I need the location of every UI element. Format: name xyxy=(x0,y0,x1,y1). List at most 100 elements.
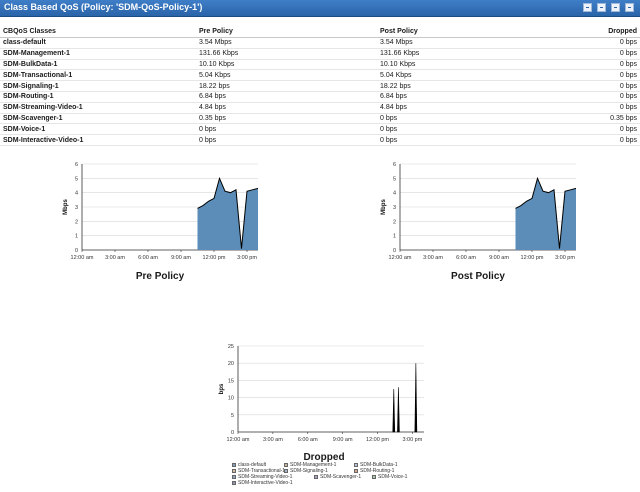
legend-swatch xyxy=(232,469,236,473)
edit-icon[interactable] xyxy=(583,3,592,12)
x-tick-label: 12:00 am xyxy=(71,255,94,261)
dropped-cell: 0.35 bps xyxy=(558,113,640,125)
post-policy-cell: 0 bps xyxy=(377,134,558,146)
y-tick-label: 1 xyxy=(393,234,396,240)
legend-label: SDM-Signaling-1 xyxy=(290,468,328,474)
legend-item: SDM-BulkData-1 xyxy=(354,462,398,468)
class-name-cell: SDM-Management-1 xyxy=(0,48,196,60)
x-tick-label: 3:00 am xyxy=(105,255,125,261)
table-row: SDM-Voice-1 0 bps 0 bps 0 bps xyxy=(0,123,640,136)
y-tick-label: 5 xyxy=(393,176,396,182)
class-name-cell: SDM-Scavenger-1 xyxy=(0,113,196,125)
column-header-post-policy: Post Policy xyxy=(377,26,558,38)
table-row: SDM-Scavenger-1 0.35 bps 0 bps 0.35 bps xyxy=(0,113,640,125)
y-tick-label: 15 xyxy=(228,378,234,384)
legend-label: SDM-Voice-1 xyxy=(378,474,408,480)
y-axis-label: bps xyxy=(219,383,225,394)
x-tick-label: 12:00 am xyxy=(389,255,412,261)
post-policy-cell: 0 bps xyxy=(377,123,558,136)
pre-policy-cell: 3.54 Mbps xyxy=(196,37,377,49)
class-name-cell: class-default xyxy=(0,37,196,49)
y-tick-label: 6 xyxy=(393,162,396,168)
dropped-chart-title: Dropped xyxy=(303,452,345,463)
legend-label: SDM-Scavenger-1 xyxy=(320,474,362,480)
legend-label: SDM-Streaming-Video-1 xyxy=(238,474,293,480)
class-name-cell: SDM-Streaming-Video-1 xyxy=(0,102,196,114)
legend-swatch xyxy=(354,469,358,473)
y-tick-label: 20 xyxy=(228,361,234,367)
y-tick-label: 5 xyxy=(75,176,78,182)
dropped-cell: 0 bps xyxy=(558,59,640,71)
panel-title: Class Based QoS (Policy: 'SDM-QoS-Policy… xyxy=(4,2,203,12)
class-name-cell: SDM-Voice-1 xyxy=(0,123,196,136)
dropped-cell: 0 bps xyxy=(558,48,640,60)
pre-policy-chart: 0 1 2 3 4 5 6 12:00 am 3:00 am 6:00 am 9:00 am 12:0… xyxy=(60,158,260,268)
column-header-class: CBQoS Classes xyxy=(0,26,196,38)
data-area xyxy=(515,178,576,250)
pre-policy-chart-svg: 0 1 2 3 4 5 6 12:00 am 3:00 am 6:00 am 9:00 am 12:0… xyxy=(63,162,259,261)
post-policy-cell: 5.04 Kbps xyxy=(377,69,558,82)
pre-policy-cell: 0 bps xyxy=(196,123,377,136)
pre-policy-cell: 6.84 bps xyxy=(196,91,377,103)
pre-policy-cell: 0.35 bps xyxy=(196,113,377,125)
post-policy-chart-title: Post Policy xyxy=(451,271,505,282)
x-tick-label: 6:00 am xyxy=(456,255,476,261)
x-tick-label: 3:00 am xyxy=(423,255,443,261)
class-name-cell: SDM-Routing-1 xyxy=(0,91,196,103)
table-row: SDM-BulkData-1 10.10 Kbps 10.10 Kbps 0 bps xyxy=(0,59,640,71)
close-icon[interactable] xyxy=(625,3,634,12)
table-row: SDM-Management-1 131.66 Kbps 131.66 Kbps 0 … xyxy=(0,48,640,60)
dropped-cell: 0 bps xyxy=(558,91,640,103)
legend-item: SDM-Interactive-Video-1 xyxy=(232,480,293,486)
legend-swatch xyxy=(372,475,376,479)
x-tick-label: 12:00 pm xyxy=(521,255,544,261)
legend-swatch xyxy=(314,475,318,479)
legend-swatch xyxy=(284,463,288,467)
dropped-spike xyxy=(397,387,400,433)
dropped-cell: 0 bps xyxy=(558,69,640,82)
table-row: SDM-Transactional-1 5.04 Kbps 5.04 Kbps 0 b… xyxy=(0,69,640,82)
x-tick-label: 9:00 am xyxy=(333,437,353,443)
y-tick-label: 4 xyxy=(75,191,78,197)
dropped-cell: 0 bps xyxy=(558,102,640,114)
y-tick-label: 3 xyxy=(75,205,78,211)
dropped-spike xyxy=(414,363,418,433)
data-line xyxy=(515,176,577,249)
legend-item: SDM-Voice-1 xyxy=(372,474,407,480)
legend-swatch xyxy=(232,475,236,479)
x-tick-label: 9:00 am xyxy=(489,255,509,261)
x-tick-label: 6:00 am xyxy=(298,437,318,443)
x-tick-label: 12:00 am xyxy=(227,437,250,443)
post-policy-cell: 18.22 bps xyxy=(377,80,558,92)
legend-label: SDM-Routing-1 xyxy=(360,468,395,474)
pre-policy-cell: 18.22 bps xyxy=(196,80,377,92)
y-tick-label: 0 xyxy=(231,430,234,436)
pre-policy-cell: 0 bps xyxy=(196,134,377,146)
y-tick-label: 0 xyxy=(75,248,78,254)
legend-label: SDM-Transactional-1 xyxy=(238,468,286,474)
y-tick-label: 1 xyxy=(75,234,78,240)
post-policy-cell: 6.84 bps xyxy=(377,91,558,103)
table-row: SDM-Interactive-Video-1 0 bps 0 bps 0 bps xyxy=(0,134,640,146)
post-policy-cell: 10.10 Kbps xyxy=(377,59,558,71)
legend-swatch xyxy=(232,463,236,467)
x-tick-label: 3:00 am xyxy=(263,437,283,443)
post-policy-cell: 4.84 bps xyxy=(377,102,558,114)
table-row: class-default 3.54 Mbps 3.54 Mbps 0 bps xyxy=(0,37,640,49)
class-name-cell: SDM-Signaling-1 xyxy=(0,80,196,92)
x-tick-label: 12:00 pm xyxy=(366,437,389,443)
y-tick-label: 2 xyxy=(75,219,78,225)
y-tick-label: 25 xyxy=(228,344,234,350)
post-policy-cell: 0 bps xyxy=(377,113,558,125)
legend-item: SDM-Signaling-1 xyxy=(284,468,328,474)
post-policy-chart-svg: 0 1 2 3 4 5 6 12:00 am 3:00 am 6:00 am 9:00 am 12:0… xyxy=(381,162,577,261)
data-area xyxy=(197,178,258,250)
panel-header: Class Based QoS (Policy: 'SDM-QoS-Policy… xyxy=(0,0,640,17)
dropped-cell: 0 bps xyxy=(558,134,640,146)
table-row: SDM-Streaming-Video-1 4.84 bps 4.84 bps 0 b… xyxy=(0,102,640,114)
pre-policy-chart-title: Pre Policy xyxy=(135,271,185,282)
y-tick-label: 2 xyxy=(393,219,396,225)
export-icon[interactable] xyxy=(597,3,606,12)
help-icon[interactable] xyxy=(611,3,620,12)
post-policy-cell: 131.66 Kbps xyxy=(377,48,558,60)
